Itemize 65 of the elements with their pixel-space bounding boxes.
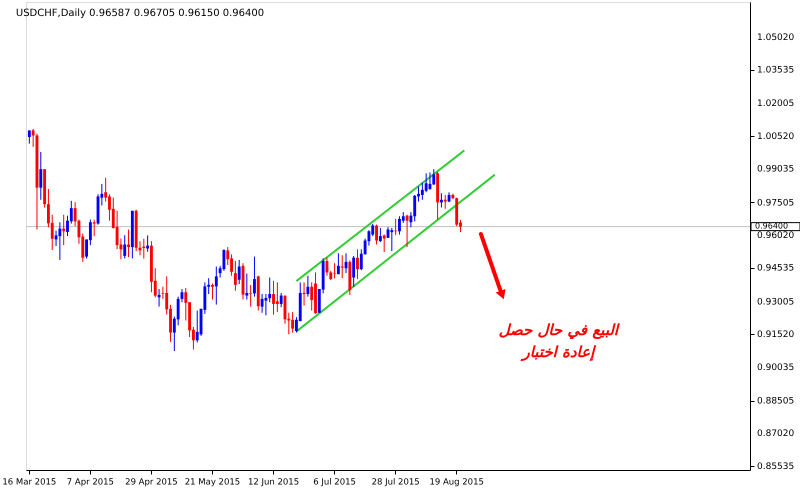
x-tick-label: 12 Jun 2015	[248, 478, 300, 488]
text: USDCHF,Daily 0.96587 0.96705 0.96150 0.96400	[16, 8, 264, 19]
candlestick	[302, 282, 306, 306]
y-tick-label: 0.91520	[757, 330, 794, 340]
candlestick	[428, 172, 432, 190]
x-tick-label: 16 Mar 2015	[2, 478, 56, 488]
candlestick	[54, 230, 58, 247]
x-tick-label: 7 Apr 2015	[66, 478, 114, 488]
candlestick	[138, 240, 142, 256]
x-tick-label: 21 May 2015	[184, 478, 240, 488]
candlestick	[158, 288, 160, 308]
candlestick	[272, 280, 275, 316]
candlestick	[280, 292, 283, 308]
y-tick-label: 1.03535	[757, 66, 794, 76]
y-tick-label: 0.85535	[757, 462, 794, 472]
annotation: البيع في حال حصل	[498, 321, 620, 339]
candlestick	[146, 234, 150, 252]
y-tick-label: 0.88505	[757, 396, 794, 407]
y-tick-label: 1.05020	[757, 32, 794, 43]
candlestick	[352, 255, 356, 288]
candlestick	[406, 214, 409, 248]
candlestick	[336, 252, 340, 275]
y-tick-label: 0.99035	[757, 164, 794, 175]
candlestick	[394, 218, 398, 236]
x-tick-label: 6 Jul 2015	[313, 478, 356, 488]
candlestick	[326, 257, 328, 276]
y-tick-label: 0.96020	[757, 231, 794, 242]
candlestick	[211, 282, 214, 300]
candlestick	[448, 192, 450, 203]
candlestick	[253, 256, 256, 298]
y-tick-label: 1.02005	[757, 99, 794, 110]
candlestick	[142, 238, 146, 260]
candlestick	[230, 254, 233, 276]
candlestick	[58, 222, 62, 260]
candlestick	[398, 216, 401, 236]
candlestick	[276, 282, 279, 313]
y-tick-label: 0.93005	[757, 297, 794, 308]
candlestick	[180, 288, 184, 303]
candlestick	[378, 227, 382, 243]
annotation: إعادة اختبار	[520, 343, 596, 362]
candlestick	[344, 252, 348, 274]
candlestick	[306, 275, 310, 298]
candlestick	[234, 260, 237, 292]
y-tick-label: 0.94535	[757, 264, 794, 274]
candlestick	[291, 312, 294, 334]
candlestick	[127, 229, 130, 258]
candlestick	[28, 130, 31, 144]
candlestick	[222, 248, 226, 272]
candlestick	[375, 224, 378, 245]
y-tick-label: 0.90035	[757, 362, 794, 373]
x-tick-label: 28 Jul 2015	[372, 478, 420, 488]
y-tick-label: 0.97505	[757, 198, 794, 208]
candlestick	[245, 273, 248, 300]
candlestick	[92, 219, 96, 237]
candlestick	[284, 295, 286, 324]
y-tick-label: 1.00520	[757, 132, 794, 142]
y-tick-label: 0.87020	[757, 429, 794, 440]
candlestick	[32, 128, 35, 148]
x-tick-label: 19 Aug 2015	[429, 478, 484, 488]
candlestick	[62, 214, 66, 246]
x-tick-label: 29 Apr 2015	[125, 478, 178, 488]
candlestick	[356, 248, 359, 280]
candlestick	[386, 226, 390, 238]
candlestick	[440, 192, 443, 208]
candlestick	[260, 294, 264, 314]
